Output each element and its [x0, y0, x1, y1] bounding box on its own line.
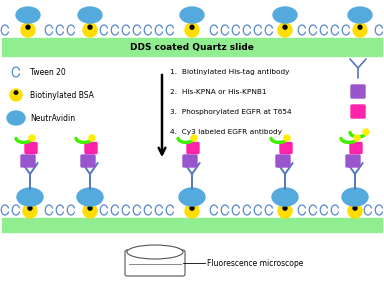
Ellipse shape — [78, 7, 102, 23]
Circle shape — [190, 206, 194, 210]
Circle shape — [28, 206, 32, 210]
Circle shape — [363, 129, 369, 135]
Circle shape — [83, 204, 97, 218]
Circle shape — [353, 23, 367, 37]
Ellipse shape — [180, 7, 204, 23]
FancyBboxPatch shape — [276, 155, 290, 167]
Text: Fluorescence microscope: Fluorescence microscope — [207, 258, 303, 268]
Text: 1.  Biotinylated His-tag antibody: 1. Biotinylated His-tag antibody — [170, 69, 290, 75]
Circle shape — [14, 91, 18, 94]
FancyBboxPatch shape — [21, 155, 35, 167]
Circle shape — [354, 135, 360, 141]
FancyBboxPatch shape — [81, 155, 95, 167]
Circle shape — [191, 135, 197, 141]
FancyBboxPatch shape — [25, 143, 37, 153]
Circle shape — [89, 135, 95, 141]
Bar — [2, 218, 382, 232]
Circle shape — [358, 25, 362, 29]
Circle shape — [283, 206, 287, 210]
Circle shape — [278, 23, 292, 37]
FancyBboxPatch shape — [351, 105, 365, 118]
Circle shape — [83, 23, 97, 37]
Circle shape — [353, 206, 357, 210]
Circle shape — [185, 23, 199, 37]
Ellipse shape — [348, 7, 372, 23]
Ellipse shape — [342, 188, 368, 206]
Text: 2.  His-KPNA or His-KPNB1: 2. His-KPNA or His-KPNB1 — [170, 89, 266, 95]
Text: NeutrAvidin: NeutrAvidin — [30, 113, 75, 123]
FancyBboxPatch shape — [187, 143, 199, 153]
FancyBboxPatch shape — [351, 85, 365, 98]
Text: Biotinylated BSA: Biotinylated BSA — [30, 91, 94, 99]
Ellipse shape — [179, 188, 205, 206]
Circle shape — [185, 204, 199, 218]
Circle shape — [23, 204, 37, 218]
FancyBboxPatch shape — [280, 143, 292, 153]
FancyBboxPatch shape — [350, 143, 362, 153]
Circle shape — [88, 25, 92, 29]
Circle shape — [26, 25, 30, 29]
Circle shape — [283, 25, 287, 29]
Circle shape — [88, 206, 92, 210]
FancyBboxPatch shape — [125, 250, 185, 276]
Text: DDS coated Quartz slide: DDS coated Quartz slide — [130, 43, 254, 51]
Circle shape — [10, 89, 22, 101]
Ellipse shape — [273, 7, 297, 23]
Ellipse shape — [17, 188, 43, 206]
Circle shape — [21, 23, 35, 37]
FancyBboxPatch shape — [183, 155, 197, 167]
Ellipse shape — [127, 245, 183, 259]
Ellipse shape — [272, 188, 298, 206]
Ellipse shape — [16, 7, 40, 23]
FancyBboxPatch shape — [346, 155, 360, 167]
Bar — [2, 38, 382, 56]
Circle shape — [29, 135, 35, 141]
Ellipse shape — [77, 188, 103, 206]
Circle shape — [190, 25, 194, 29]
Ellipse shape — [7, 111, 25, 125]
FancyBboxPatch shape — [85, 143, 97, 153]
Circle shape — [348, 204, 362, 218]
Text: 4.  Cy3 labeled EGFR antibody: 4. Cy3 labeled EGFR antibody — [170, 129, 282, 135]
Text: 3.  Phosphorylated EGFR at T654: 3. Phosphorylated EGFR at T654 — [170, 109, 291, 115]
Circle shape — [278, 204, 292, 218]
Circle shape — [284, 135, 290, 141]
Text: Tween 20: Tween 20 — [30, 68, 66, 76]
